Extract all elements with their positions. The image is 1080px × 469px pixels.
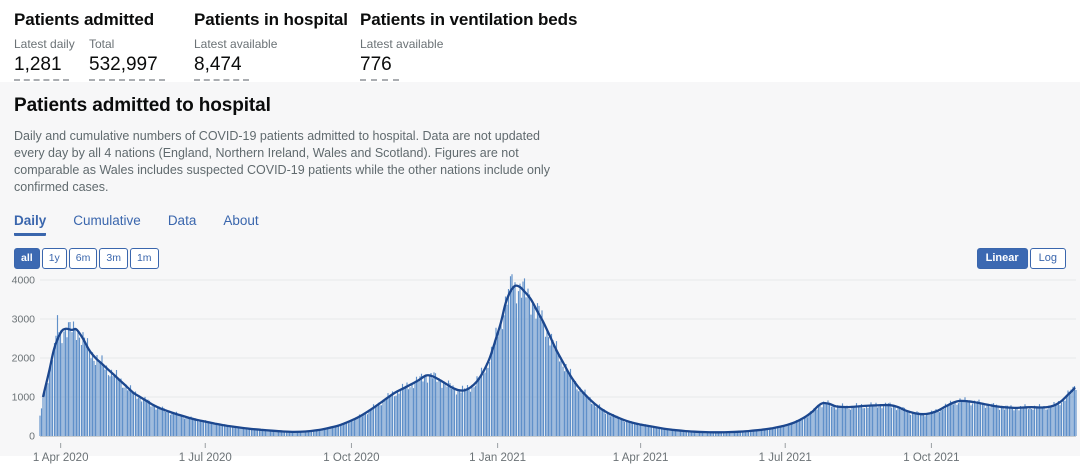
metric-label: Total [89,37,115,51]
metric-value: 532,997 [89,54,165,81]
metric-label: Latest available [194,37,278,51]
stat-patients-in-ventilation-beds: Patients in ventilation beds Latest avai… [360,10,620,82]
range-button-3m[interactable]: 3m [99,248,128,269]
admissions-chart-svg[interactable]: 0 1000 2000 3000 4000 1 Apr 2020 1 Jul 2020 1 O… [0,271,1080,469]
x-axis-tick-label: 1 Oct 2020 [323,452,379,464]
metric-label: Latest available [360,37,444,51]
card-description: Daily and cumulative numbers of COVID-19… [14,129,550,194]
range-button-6m[interactable]: 6m [68,248,98,269]
rolling-average-line[interactable] [42,284,1076,434]
tab-data[interactable]: Data [167,213,197,228]
metric-value: 1,281 [14,54,69,81]
x-axis-tick-label: 1 Apr 2021 [613,452,669,464]
tab-about[interactable]: About [223,213,259,228]
stat-patients-admitted: Patients admitted Latest daily 1,281 Tot… [14,10,194,82]
scale-button-linear[interactable]: Linear [976,248,1028,269]
metric-label: Latest daily [14,37,75,51]
stat-title: Patients admitted [14,10,154,29]
metric-latest-available: Latest available 8,474 [194,37,277,81]
x-axis-tick-label: 1 Jul 2021 [759,452,812,464]
x-axis-tick-label: 1 Apr 2020 [33,452,89,464]
card-title: Patients admitted to hospital [14,95,271,116]
tab-cumulative[interactable]: Cumulative [73,213,141,228]
range-button-1y[interactable]: 1y [41,248,67,269]
x-axis-tick-label: 1 Oct 2021 [903,452,959,464]
metric-value: 8,474 [194,54,249,81]
y-axis-tick-label: 2000 [12,353,36,365]
y-axis-tick-label: 1000 [12,392,36,404]
stat-title: Patients in ventilation beds [360,10,578,29]
tab-daily[interactable]: Daily [14,213,47,236]
range-button-1m[interactable]: 1m [129,248,159,269]
metric-value: 776 [360,54,399,81]
y-axis-tick-label: 0 [29,431,35,443]
x-axis-tick-label: 1 Jul 2020 [179,452,232,464]
scale-selector: Linear Log [976,248,1066,269]
patients-admitted-card: Patients admitted to hospital Daily and … [0,82,1080,464]
time-range-selector: all 1y 6m 3m 1m [14,248,159,269]
daily-admissions-bars[interactable] [39,274,1077,436]
scale-button-log[interactable]: Log [1029,248,1066,269]
summary-stats: Patients admitted Latest daily 1,281 Tot… [0,0,1080,82]
stat-title: Patients in hospital [194,10,348,29]
y-axis-tick-label: 3000 [12,314,36,326]
tab-bar: Daily Cumulative Data About [14,213,1066,236]
admissions-chart[interactable]: 0 1000 2000 3000 4000 1 Apr 2020 1 Jul 2020 1 O… [0,271,1080,469]
stat-patients-in-hospital: Patients in hospital Latest available 8,… [194,10,360,82]
y-axis-tick-label: 4000 [12,275,36,287]
metric-latest-daily: Latest daily 1,281 [14,37,75,81]
x-axis-tick-label: 1 Jan 2021 [469,452,526,464]
range-button-all[interactable]: all [14,248,40,269]
metric-latest-available: Latest available 776 [360,37,443,81]
chart-controls: all 1y 6m 3m 1m Linear Log [14,248,1066,269]
metric-total: Total 532,997 [89,37,165,81]
